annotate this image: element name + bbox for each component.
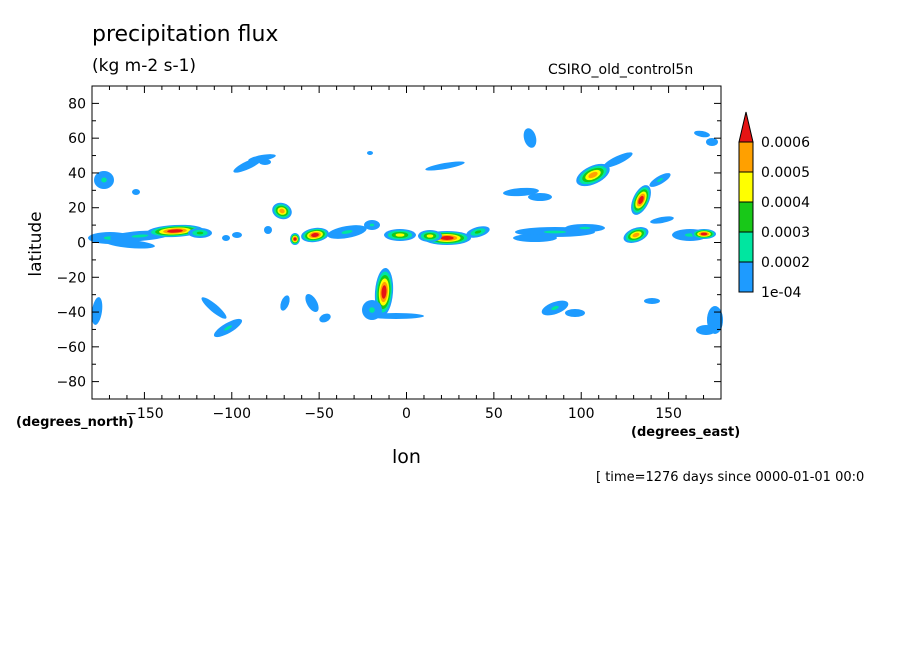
colorbar-swatch <box>738 201 754 233</box>
colorbar-swatch <box>738 171 754 203</box>
contour-fill <box>232 232 242 238</box>
chart-title: precipitation flux <box>92 22 279 47</box>
plot-frame <box>91 85 722 400</box>
contour-fill <box>248 154 276 162</box>
x-tick-label: 150 <box>655 406 682 422</box>
contour-fill <box>632 232 640 238</box>
x-tick-label: 0 <box>402 406 411 422</box>
y-tick-label: 80 <box>68 96 86 112</box>
contour-fill <box>369 307 375 313</box>
contour-fill <box>565 309 585 317</box>
colorbar: 1e-04 0.0002 0.0003 0.0004 0.0005 0.0006 <box>738 111 810 301</box>
colorbar-swatch <box>738 261 754 293</box>
colorbar-extend-triangle <box>738 111 754 143</box>
contour-fill <box>503 187 539 197</box>
contour-fill <box>644 298 660 304</box>
colorbar-label: 0.0005 <box>761 165 810 181</box>
contour-fill <box>369 223 375 227</box>
contour-fill <box>368 313 424 319</box>
contour-fill <box>131 234 149 238</box>
colorbar-label: 0.0006 <box>761 135 810 151</box>
x-tick-label: 50 <box>485 406 503 422</box>
contour-fill <box>293 237 297 241</box>
y-tick-label: 0 <box>77 236 86 252</box>
contour-fill <box>426 234 434 238</box>
contour-fill <box>440 236 454 240</box>
y-tick-label: −80 <box>56 375 86 391</box>
contour-fill <box>311 232 319 238</box>
x-tick-label: 100 <box>568 406 595 422</box>
contour-fill <box>706 138 718 146</box>
chart-units: (kg m-2 s-1) <box>92 56 197 76</box>
contour-fill <box>551 305 559 311</box>
contour-fill <box>474 230 482 234</box>
x-tick-label: −50 <box>304 406 334 422</box>
contour-fill <box>264 226 272 234</box>
contour-fill <box>425 161 465 171</box>
contour-fill <box>279 208 285 214</box>
contour-fill <box>101 177 107 183</box>
contour-fill <box>603 152 633 168</box>
contour-fill <box>132 189 140 195</box>
contour-fill <box>201 297 227 319</box>
contour-fill <box>579 226 591 230</box>
colorbar-label: 0.0002 <box>761 255 810 271</box>
contour-fill <box>367 151 373 155</box>
y-tick-label: −40 <box>56 305 86 321</box>
contour-fill <box>91 297 103 325</box>
y-axis-unit-label: (degrees_north) <box>16 415 134 430</box>
contour-fill <box>694 130 710 138</box>
contour-fill <box>305 293 319 313</box>
y-tick-label: 20 <box>68 201 86 217</box>
y-tick-label: 40 <box>68 166 86 182</box>
contour-fill <box>341 230 353 234</box>
contour-fill <box>657 178 663 182</box>
contour-fill <box>196 231 204 235</box>
contour-fill <box>528 193 552 201</box>
axis-ticks: −150 −100 −50 0 50 100 150 80 60 40 20 0 −20 −40 −60 −8… <box>56 86 721 422</box>
contour-fill <box>395 233 405 237</box>
contour-fill <box>638 195 644 205</box>
contour-fill <box>523 128 537 148</box>
contour-fill <box>543 230 567 234</box>
contour-fill <box>319 313 331 323</box>
time-info: [ time=1276 days since 0000-01-01 00:0 <box>596 470 865 485</box>
contour-fill <box>280 295 290 311</box>
contour-fill <box>700 232 708 236</box>
contour-fill <box>224 325 232 331</box>
colorbar-label: 1e-04 <box>761 285 801 301</box>
x-axis-label: lon <box>392 446 421 468</box>
contour-fill <box>222 235 230 241</box>
colorbar-swatch <box>738 141 754 173</box>
x-tick-label: −100 <box>213 406 251 422</box>
colorbar-swatch <box>738 231 754 263</box>
contour-fills <box>88 128 723 338</box>
contour-fill <box>105 239 155 249</box>
y-tick-label: −20 <box>56 270 86 286</box>
y-tick-label: −60 <box>56 340 86 356</box>
colorbar-label: 0.0003 <box>761 225 810 241</box>
contour-fill <box>696 325 716 335</box>
x-tick-label: −150 <box>125 406 163 422</box>
contour-fill <box>167 229 183 233</box>
colorbar-label: 0.0004 <box>761 195 810 211</box>
contour-fill <box>381 285 387 299</box>
contour-fill <box>513 234 557 242</box>
x-axis-unit-label: (degrees_east) <box>631 425 741 440</box>
contour-fill <box>259 159 271 165</box>
y-tick-label: 60 <box>68 131 86 147</box>
dataset-label: CSIRO_old_control5n <box>548 62 694 78</box>
contour-fill <box>588 171 598 179</box>
contour-fill <box>650 216 674 224</box>
